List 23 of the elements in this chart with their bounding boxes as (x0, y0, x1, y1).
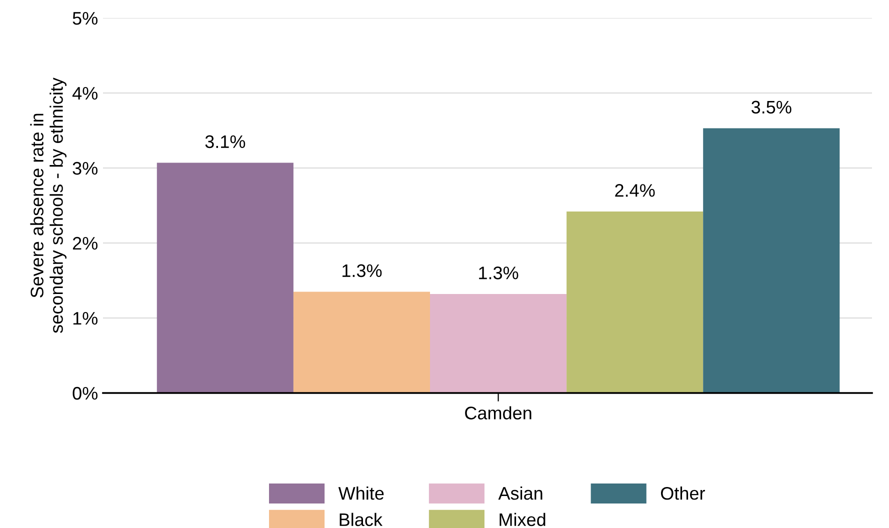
x-tick-label: Camden (465, 406, 532, 420)
y-axis-title: Severe absence rate in secondary schools - by ethnicity (30, 78, 66, 333)
bar (156, 162, 294, 393)
data-label: 1.3% (479, 266, 518, 280)
legend-label: Other (660, 486, 705, 500)
data-label: 3.1% (205, 135, 246, 148)
y-tick-label: 0% (72, 386, 98, 400)
legend-label: Mixed (500, 512, 546, 526)
data-label: 1.3% (342, 264, 382, 278)
y-tick-label: 2% (72, 236, 98, 250)
bar (703, 128, 840, 393)
y-tick-label: 4% (72, 87, 98, 100)
data-label: 3.5% (751, 100, 792, 114)
y-tick-label: 1% (73, 312, 98, 325)
legend-label: White (338, 486, 384, 500)
data-label: 2.4% (615, 184, 655, 197)
y-tick-label: 5% (72, 12, 98, 25)
legend-label: Asian (498, 486, 542, 500)
bar (430, 294, 567, 393)
bar (293, 292, 430, 393)
legend-label: Black (340, 512, 382, 526)
bar (566, 212, 704, 393)
y-tick-label: 3% (72, 162, 98, 175)
